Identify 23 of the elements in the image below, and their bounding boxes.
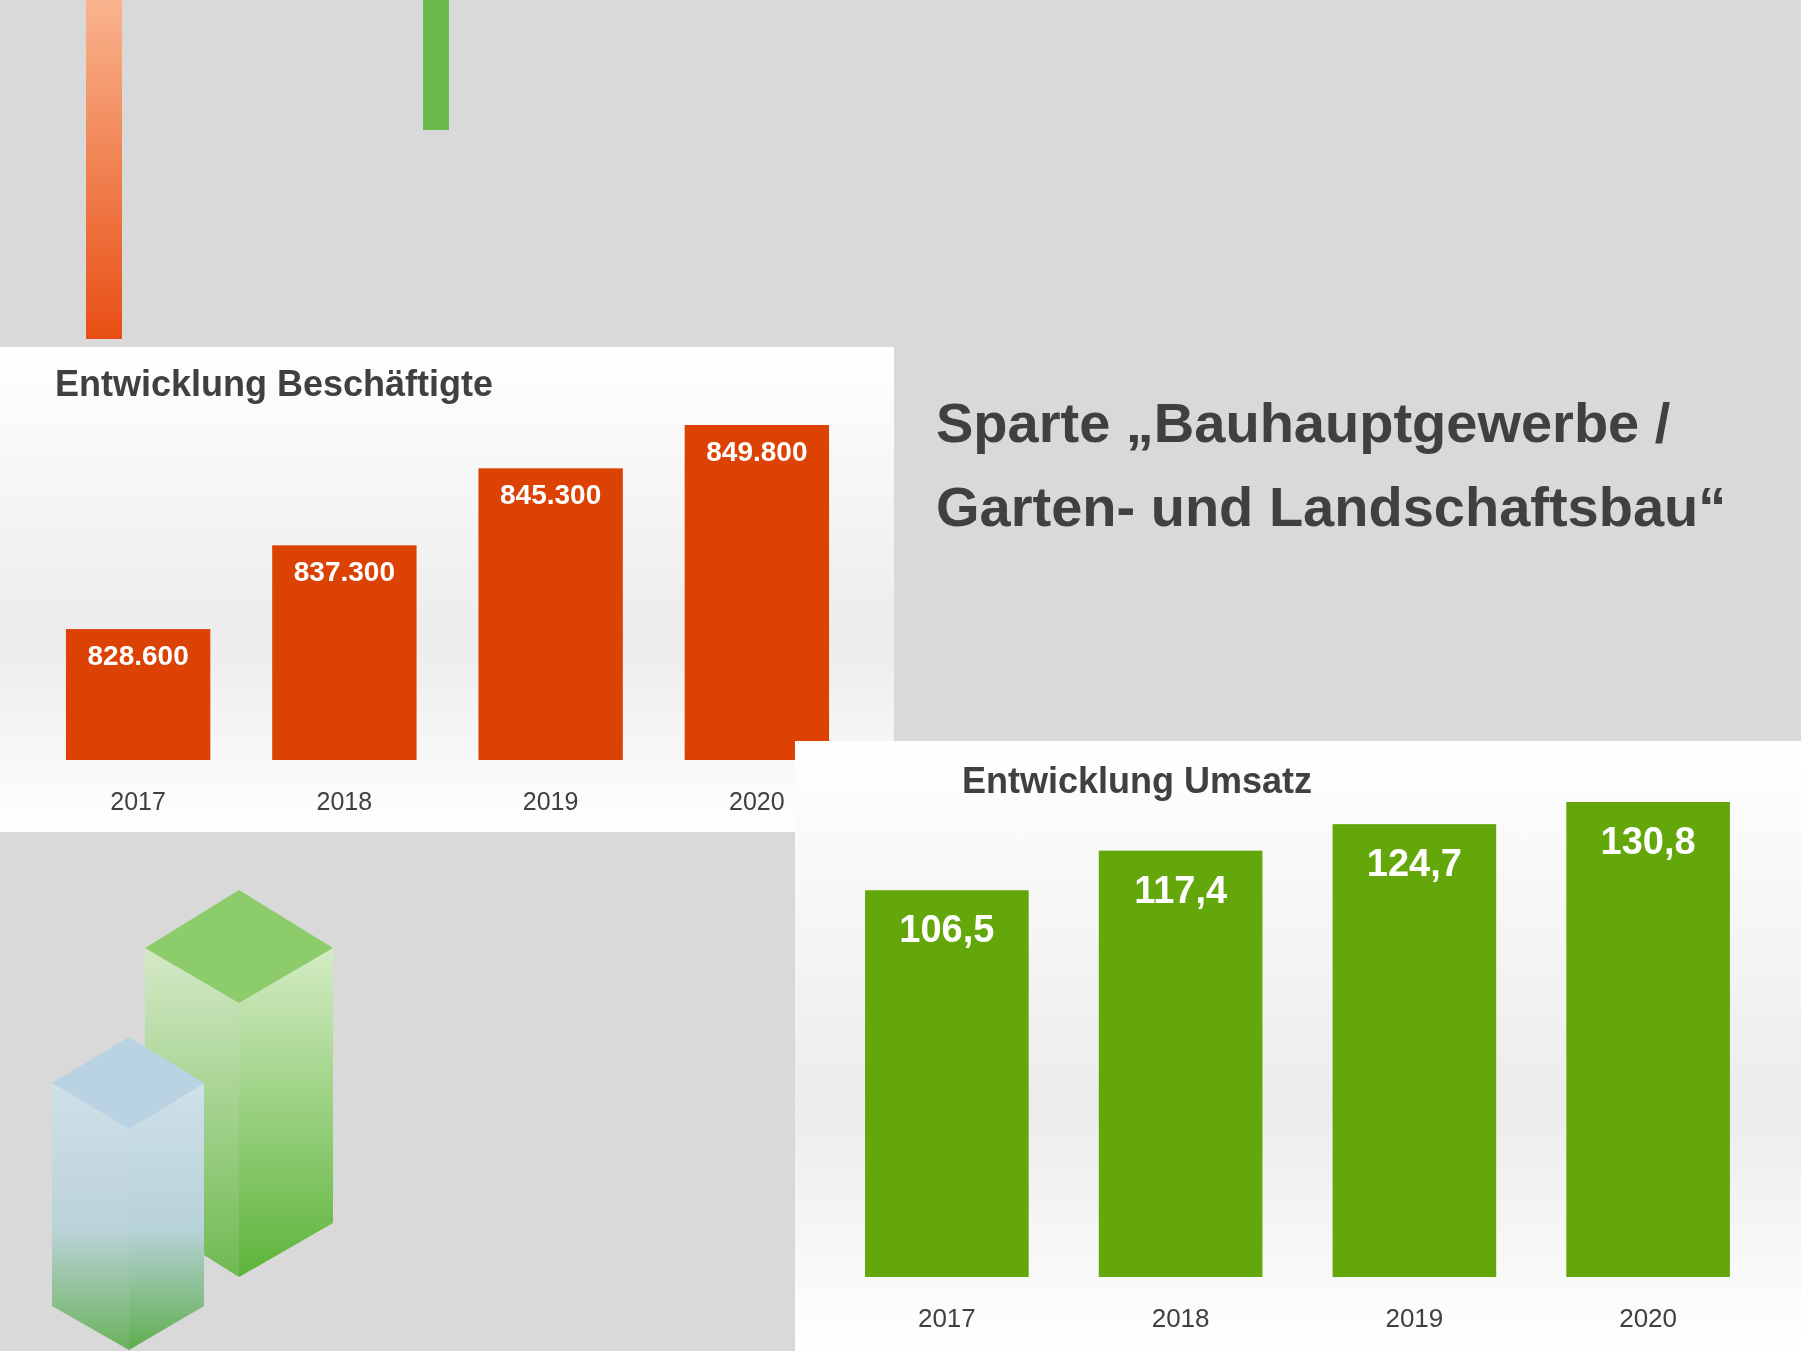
x-tick-label: 2020	[729, 787, 785, 815]
bar	[1332, 824, 1497, 1277]
bar	[1566, 802, 1730, 1277]
x-tick-label: 2020	[1619, 1303, 1678, 1333]
data-label: 130,8	[1600, 820, 1696, 862]
data-label: 849.800	[706, 436, 808, 467]
x-tick-label: 2018	[1151, 1303, 1210, 1333]
x-tick-label: 2017	[917, 1303, 976, 1333]
data-label: 117,4	[1134, 868, 1228, 911]
x-tick-label: 2019	[522, 787, 579, 815]
text: Sparte „Bauhauptgewerbe / Garten- und Landschaftsbau“	[936, 391, 1727, 538]
bar	[865, 890, 1029, 1277]
x-tick-label: 2017	[110, 787, 166, 815]
x-tick-label: 2019	[1385, 1303, 1444, 1333]
data-label: 837.300	[293, 556, 395, 588]
chart-title: Entwicklung Beschäftigte	[55, 363, 494, 404]
chart-title: Entwicklung Umsatz	[962, 760, 1313, 801]
data-label: 845.300	[500, 479, 602, 511]
data-label: 124,7	[1366, 842, 1462, 885]
data-label: 106,5	[899, 908, 995, 951]
bar	[1098, 850, 1263, 1277]
data-label: 828.600	[87, 640, 189, 672]
x-tick-label: 2018	[316, 787, 373, 815]
